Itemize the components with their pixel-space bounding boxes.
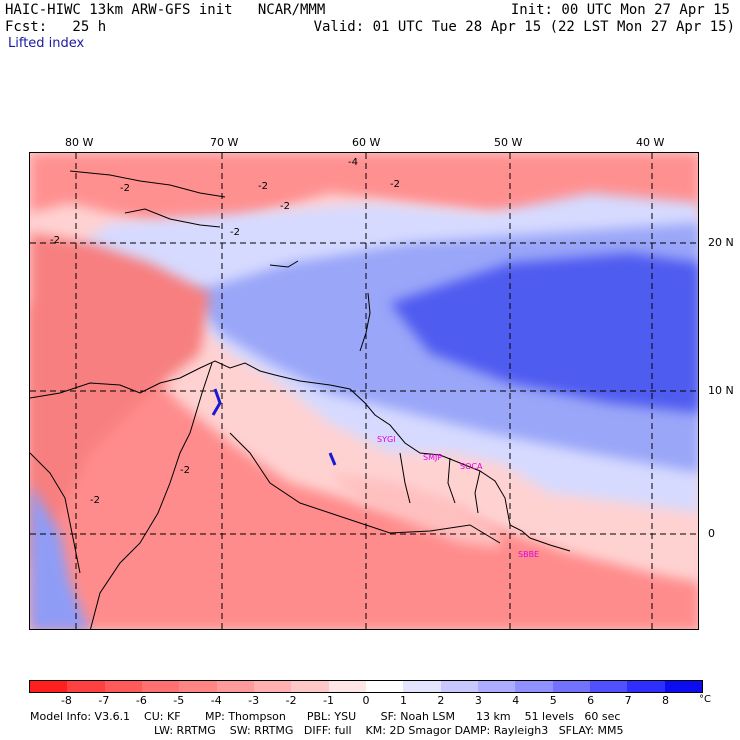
lon-label-60w: 60 W: [352, 136, 381, 149]
colorbar: [29, 680, 703, 693]
colorbar-tick-label: -8: [60, 694, 72, 707]
colorbar-tick-label: 6: [587, 694, 595, 707]
colorbar-ticks: -8 -7 -6 -5 -4 -3 -2 -1 0 1 2 3 4 5 6 7 8: [29, 694, 703, 708]
lon-label-80w: 80 W: [65, 136, 94, 149]
city-label-sbbe: SBBE: [518, 550, 540, 559]
colorbar-tick-label: 0: [362, 694, 370, 707]
contour-label: -2: [120, 183, 130, 194]
city-label-smjp: SMJP: [423, 453, 443, 462]
model-info-line2: LW: RRTMG SW: RRTMG DIFF: full KM: 2D Sm…: [154, 724, 624, 737]
colorbar-tick-label: 2: [437, 694, 445, 707]
contour-label: -2: [280, 201, 290, 212]
contour-label: -2: [390, 179, 400, 190]
colorbar-swatch: [30, 681, 68, 692]
colorbar-swatch: [291, 681, 329, 692]
coastal-band: [330, 473, 500, 548]
lon-label-40w: 40 W: [636, 136, 665, 149]
lat-label-eq: 0: [708, 527, 715, 540]
positive-region-pacific: [30, 483, 90, 629]
map-canvas: -4 -2 -2 -2 -2 -2 -2 -2 -2: [30, 153, 698, 629]
lon-label-70w: 70 W: [210, 136, 239, 149]
contour-label: -4: [348, 157, 358, 168]
colorbar-swatch: [365, 681, 404, 692]
coastlines: [30, 170, 571, 629]
colorbar-tick-label: -6: [135, 694, 147, 707]
strong-stability-streaks: [211, 388, 337, 466]
city-label-soca: SOCA: [460, 462, 483, 471]
negative-region-west: [30, 233, 210, 573]
colorbar-swatch: [179, 681, 217, 692]
colorbar-swatch: [141, 681, 180, 692]
colorbar-tick-label: -5: [173, 694, 185, 707]
colorbar-swatch: [67, 681, 105, 692]
model-info-line1: Model Info: V3.6.1 CU: KF MP: Thompson P…: [30, 710, 621, 723]
colorbar-swatch: [328, 681, 366, 692]
forecast-hour: Fcst: 25 h: [5, 19, 107, 35]
lifted-index-map: -4 -2 -2 -2 -2 -2 -2 -2 -2 SYGI SMJP SOC…: [29, 152, 699, 630]
lat-label-20n: 20 N: [708, 236, 734, 249]
colorbar-swatch: [515, 681, 553, 692]
lon-label-50w: 50 W: [494, 136, 523, 149]
colorbar-tick-label: 4: [512, 694, 520, 707]
colorbar-tick-label: -3: [248, 694, 260, 707]
contour-label: -2: [50, 235, 60, 246]
colorbar-swatch: [440, 681, 478, 692]
colorbar-swatch: [664, 681, 702, 692]
colorbar-tick-label: -1: [323, 694, 335, 707]
colorbar-tick-label: -4: [210, 694, 222, 707]
colorbar-tick-label: 3: [474, 694, 482, 707]
colorbar-tick-label: 1: [399, 694, 407, 707]
colorbar-tick-label: -2: [285, 694, 297, 707]
valid-time: Valid: 01 UTC Tue 28 Apr 15 (22 LST Mon …: [313, 19, 735, 35]
positive-region-core: [390, 253, 698, 413]
contour-label: -2: [258, 181, 268, 192]
colorbar-swatch: [403, 681, 441, 692]
colorbar-tick-label: 8: [662, 694, 670, 707]
colorbar-tick-label: 5: [549, 694, 557, 707]
lat-label-10n: 10 N: [708, 384, 734, 397]
colorbar-tick-label: -7: [98, 694, 110, 707]
colorbar-tick-label: 7: [624, 694, 632, 707]
contour-labels: -4 -2 -2 -2 -2 -2 -2 -2 -2: [50, 157, 400, 506]
colorbar-swatch: [104, 681, 142, 692]
init-time: Init: 00 UTC Mon 27 Apr 15: [510, 2, 730, 18]
field-name: Lifted index: [8, 36, 85, 51]
colorbar-swatch: [216, 681, 254, 692]
grid-lines: [30, 153, 698, 629]
map-title: HAIC-HIWC 13km ARW-GFS init NCAR/MMM: [5, 2, 326, 18]
colorbar-swatch: [627, 681, 665, 692]
negative-region-south: [30, 303, 698, 629]
colorbar-swatch: [552, 681, 590, 692]
contour-label: -2: [230, 227, 240, 238]
colorbar-swatch: [589, 681, 628, 692]
contour-label: -2: [90, 495, 100, 506]
contour-label: -2: [180, 465, 190, 476]
colorbar-swatch: [253, 681, 292, 692]
colorbar-unit: °C: [699, 694, 711, 705]
city-label-sygi: SYGI: [377, 435, 396, 444]
colorbar-swatch: [477, 681, 516, 692]
